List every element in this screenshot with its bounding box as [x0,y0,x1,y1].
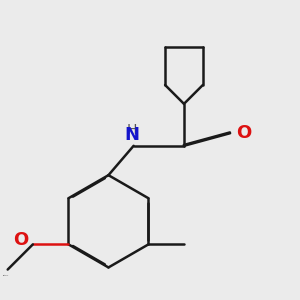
Text: N: N [124,126,139,144]
Text: H: H [126,123,137,136]
Text: O: O [236,124,252,142]
Text: methoxy: methoxy [2,274,9,276]
Text: O: O [14,231,28,249]
